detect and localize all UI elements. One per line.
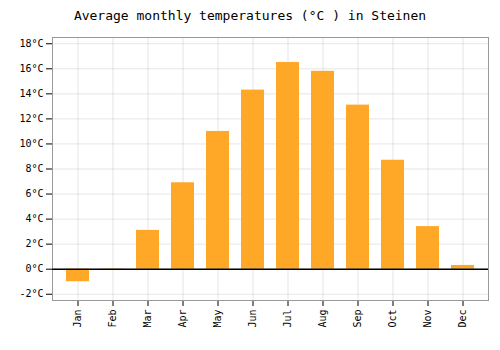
svg-text:Mar: Mar [142,310,153,328]
svg-text:Sep: Sep [352,310,363,328]
svg-text:2°C: 2°C [25,238,43,249]
svg-text:14°C: 14°C [19,88,43,99]
svg-text:Oct: Oct [387,310,398,328]
svg-text:Apr: Apr [177,310,188,328]
svg-text:Jan: Jan [72,310,83,328]
svg-text:12°C: 12°C [19,113,43,124]
svg-text:Feb: Feb [107,310,118,328]
svg-text:Jul: Jul [282,310,293,328]
svg-text:Aug: Aug [317,310,328,328]
svg-text:4°C: 4°C [25,213,43,224]
svg-text:10°C: 10°C [19,138,43,149]
svg-text:6°C: 6°C [25,188,43,199]
svg-text:16°C: 16°C [19,63,43,74]
svg-text:Nov: Nov [422,310,433,328]
svg-text:8°C: 8°C [25,163,43,174]
svg-text:Jun: Jun [247,310,258,328]
svg-text:-2°C: -2°C [19,288,43,299]
svg-text:0°C: 0°C [25,263,43,274]
svg-text:18°C: 18°C [19,38,43,49]
svg-text:May: May [212,310,223,328]
svg-text:Dec: Dec [457,310,468,328]
html-text:Average monthly temperatures (: Average monthly temperatures (°C ) in St… [73,8,427,23]
